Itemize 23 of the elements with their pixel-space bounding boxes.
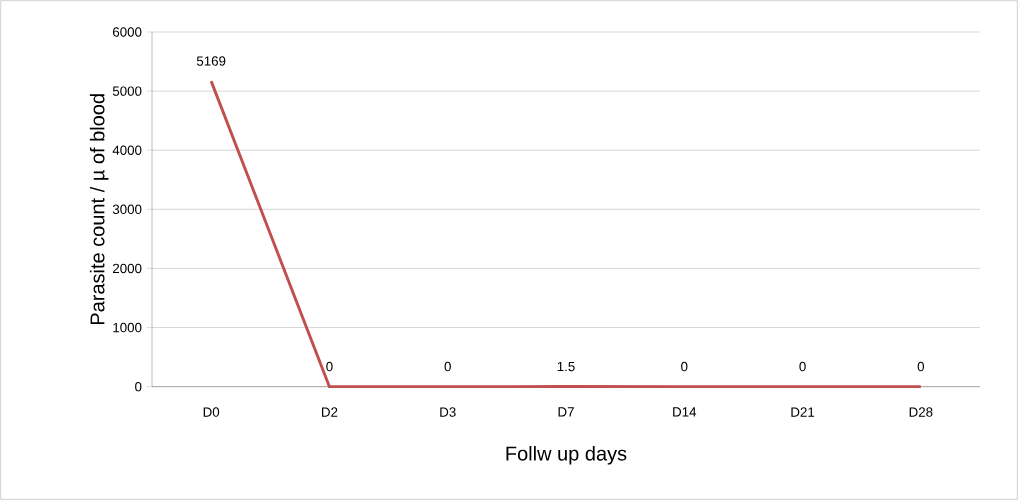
y-tick-label: 4000 bbox=[112, 145, 142, 155]
data-label: 0 bbox=[917, 361, 925, 372]
x-tick-label: D2 bbox=[322, 407, 338, 417]
x-tick-label: D3 bbox=[440, 407, 456, 417]
data-label: 0 bbox=[444, 361, 451, 372]
data-label: 1.5 bbox=[557, 361, 575, 372]
y-tick-label: 1000 bbox=[113, 322, 142, 333]
data-label: 0 bbox=[681, 361, 688, 372]
x-axis-title: Follw up days bbox=[506, 445, 627, 465]
x-tick-label: D14 bbox=[673, 407, 697, 417]
x-tick-label: D28 bbox=[909, 407, 933, 417]
y-tick-label: 2000 bbox=[112, 263, 142, 274]
data-label: 0 bbox=[326, 361, 333, 372]
y-tick-label: 6000 bbox=[112, 27, 142, 37]
y-tick-label: 3000 bbox=[112, 204, 142, 215]
y-tick-label: 0 bbox=[135, 381, 142, 392]
y-tick-label: 5000 bbox=[112, 86, 142, 96]
x-tick-label: D0 bbox=[203, 407, 220, 417]
x-tick-label: D7 bbox=[558, 407, 574, 417]
data-label: 0 bbox=[799, 361, 806, 372]
data-label: 5169 bbox=[196, 56, 226, 66]
y-axis-title: Parasite count / µ of blood bbox=[89, 94, 109, 325]
x-tick-label: D21 bbox=[791, 407, 815, 417]
